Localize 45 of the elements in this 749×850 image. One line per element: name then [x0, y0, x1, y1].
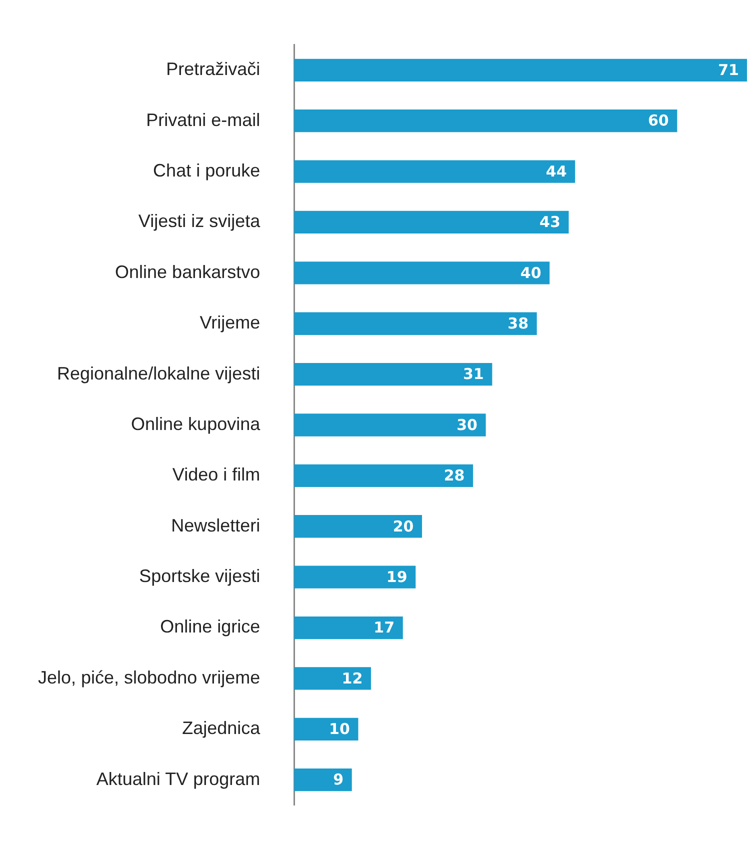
data-label: 12	[342, 669, 363, 688]
y-tick-label: Privatni e-mail	[146, 110, 260, 130]
y-tick-label: Regionalne/lokalne vijesti	[56, 363, 260, 384]
y-tick-label: Sportske vijesti	[139, 566, 260, 586]
data-label: 17	[374, 618, 395, 637]
data-label: 40	[520, 264, 542, 282]
bar	[294, 262, 550, 284]
data-label: 43	[540, 213, 560, 232]
data-label: 9	[333, 770, 344, 789]
data-label: 30	[456, 416, 478, 434]
bar	[294, 58, 747, 82]
bar	[294, 768, 352, 792]
y-tick-label: Jelo, piće, slobodno vrijeme	[38, 667, 260, 688]
bar	[294, 566, 416, 588]
data-label: 19	[386, 568, 408, 586]
bar	[294, 160, 576, 183]
data-label: 20	[392, 517, 414, 536]
y-tick-label: Vrijeme	[200, 312, 260, 333]
y-tick-label: Aktualni TV program	[96, 768, 260, 789]
bar	[294, 464, 474, 488]
bar	[294, 210, 569, 234]
data-label: 28	[444, 466, 465, 485]
y-tick-label: Pretraživači	[166, 59, 260, 80]
bar	[294, 362, 492, 386]
bar	[294, 312, 537, 335]
data-label: 38	[508, 314, 529, 333]
bar	[294, 414, 486, 436]
data-label: 31	[462, 365, 484, 384]
bar	[294, 110, 678, 132]
y-tick-label: Video i film	[172, 464, 260, 485]
data-label: 71	[718, 61, 739, 80]
y-tick-label: Chat i poruke	[153, 160, 260, 180]
y-tick-label: Vijesti iz svijeta	[138, 211, 262, 232]
y-tick-label: Newsletteri	[171, 515, 260, 536]
data-label: 60	[648, 112, 669, 130]
bar	[294, 667, 371, 690]
y-tick-label: Online bankarstvo	[115, 262, 260, 282]
y-tick-label: Zajednica	[182, 718, 262, 738]
bar	[294, 515, 422, 538]
data-label: 10	[329, 720, 350, 738]
y-tick-label: Online igrice	[160, 616, 260, 637]
data-label: 44	[546, 162, 567, 180]
bar	[294, 616, 403, 640]
y-tick-label: Online kupovina	[131, 414, 262, 434]
bar	[294, 718, 358, 740]
